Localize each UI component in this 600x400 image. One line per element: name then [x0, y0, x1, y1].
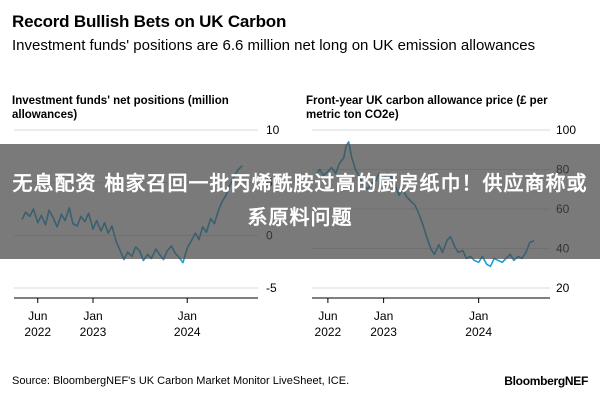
- left-x-tick-year: 2024: [174, 325, 201, 339]
- left-x-tick-label: Jun: [28, 309, 47, 323]
- right-y-tick-label: 20: [556, 281, 570, 295]
- left-x-tick-label: Jan: [83, 309, 102, 323]
- left-x-tick-label: Jan: [178, 309, 197, 323]
- source-note: Source: BloombergNEF's UK Carbon Market …: [12, 375, 350, 387]
- overlay-banner-text: 无息配资 柚家召回一批丙烯酰胺过高的厨房纸巾！供应商称或系原料问题: [12, 171, 588, 229]
- right-x-tick-year: 2023: [370, 325, 397, 339]
- brand-logo: BloombergNEF: [504, 374, 588, 388]
- right-panel-title: Front-year UK carbon allowance price (£ …: [306, 95, 548, 121]
- left-panel-title: Investment funds' net positions (million…: [12, 95, 229, 121]
- overlay-banner: [0, 144, 600, 259]
- right-x-tick-label: Jan: [469, 309, 488, 323]
- right-x-tick-year: 2022: [315, 325, 342, 339]
- chart-title: Record Bullish Bets on UK Carbon: [12, 12, 287, 31]
- left-x-tick-year: 2022: [24, 325, 51, 339]
- left-y-tick-label: -5: [266, 281, 277, 295]
- left-y-tick-label: 10: [266, 123, 280, 137]
- left-x-tick-year: 2023: [80, 325, 107, 339]
- right-x-tick-year: 2024: [465, 325, 492, 339]
- chart-subtitle: Investment funds' positions are 6.6 mill…: [12, 37, 536, 54]
- right-x-tick-label: Jan: [374, 309, 393, 323]
- right-x-tick-label: Jun: [318, 309, 337, 323]
- right-y-tick-label: 100: [556, 123, 576, 137]
